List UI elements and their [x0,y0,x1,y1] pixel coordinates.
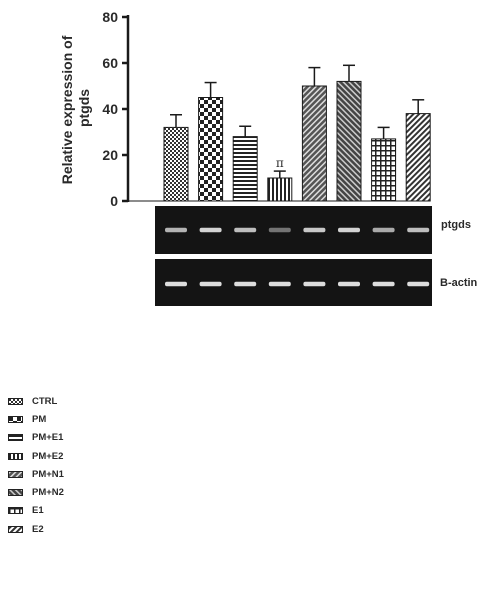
legend-swatch [8,470,23,478]
gel-band [372,227,395,233]
legend-item: PM+E2 [8,447,148,465]
ptgds-bands [165,227,430,233]
legend-swatch [8,452,23,460]
bar-pm-e2 [267,177,293,202]
gel-label-ptgds: ptgds [441,219,471,231]
legend-label: PM+N1 [32,468,64,480]
y-axis-title-line-1: Relative expression of [59,35,75,184]
legend-label: PM [32,413,47,425]
legend-label: PM+E2 [32,450,64,462]
significance-marker: π [276,156,284,170]
gel-band [165,227,187,233]
gel-band [268,281,291,287]
bar-pm-e1 [232,136,258,202]
y-axis-title: Relative expression of ptgds [59,32,92,185]
bar-e2 [405,113,431,202]
annotations: π [276,156,284,170]
gel-band [338,281,360,287]
gel-band [372,281,395,287]
bar-ctrl [163,126,189,202]
legend-label: CTRL [32,395,58,407]
legend-label: E1 [32,505,44,517]
legend-item: PM+E1 [8,429,148,447]
legend-item: PM+N1 [8,465,148,483]
gel-band [338,227,360,233]
legend: CTRL PM PM+E1 PM+E2 PM+N1 PM+N2 E1 E2 [8,392,148,538]
legend-swatch [8,507,23,515]
y-axis-ticks: 0 20 40 60 80 [102,9,128,209]
gel-band [199,227,222,233]
gel-band [199,281,222,287]
legend-swatch [8,489,23,497]
gel-band [407,281,430,287]
legend-swatch [8,415,23,423]
legend-item: E2 [8,520,148,538]
legend-label: PM+N2 [32,487,64,499]
bar-pm-n2 [336,80,362,202]
legend-swatch [8,525,23,533]
gel-band [234,227,257,233]
y-tick-label: 60 [102,55,118,71]
gel-band [165,281,187,287]
bar-series [163,80,431,202]
legend-item: CTRL [8,392,148,410]
error-bars [170,64,425,178]
y-tick-label: 40 [102,101,118,117]
gel-band [303,227,326,233]
legend-label: E2 [32,523,44,535]
actin-bands [165,281,430,287]
legend-swatch [8,397,23,405]
gel-band [407,227,430,233]
gel-band [234,281,257,287]
y-tick-label: 80 [102,9,118,25]
gel-label-actin: B-actin [440,277,478,289]
gel-band [303,281,326,287]
legend-swatch [8,434,23,442]
y-tick-label: 20 [102,147,118,163]
y-tick-label: 0 [110,193,118,209]
gel-band [268,227,291,233]
bar-pm [198,97,224,202]
legend-item: PM+N2 [8,483,148,501]
bar-pm-n1 [301,85,327,202]
legend-label: PM+E1 [32,432,64,444]
y-axis-title-line-2: ptgds [76,89,92,127]
legend-item: PM [8,410,148,428]
legend-item: E1 [8,502,148,520]
bar-e1 [371,138,397,202]
